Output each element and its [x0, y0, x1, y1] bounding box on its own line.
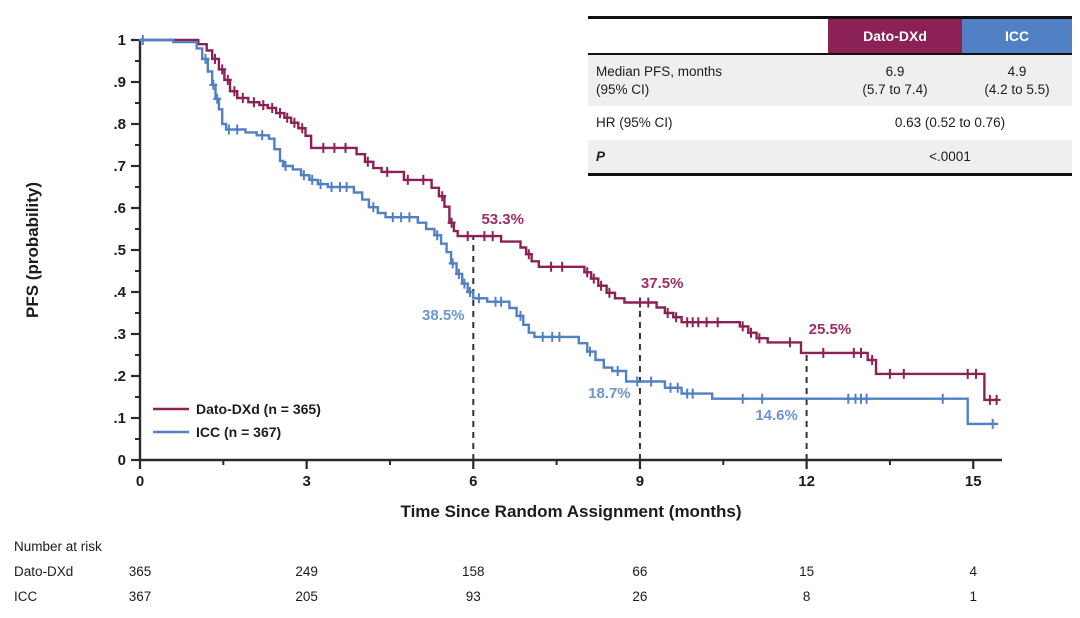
risk-value-icc-9mo: 26 [632, 589, 647, 604]
stats-table-header: Dato-DXd ICC [588, 19, 1072, 55]
risk-value-icc-6mo: 93 [466, 589, 481, 604]
risk-value-icc-3mo: 205 [295, 589, 318, 604]
y-tick-label-0.6: .6 [113, 200, 126, 217]
risk-value-dato-dxd-3mo: 249 [295, 564, 318, 579]
censor-marks-dato-dxd [211, 53, 1001, 405]
x-tick-label-12: 12 [798, 473, 815, 490]
stats-header-empty-cell [588, 19, 828, 53]
km-curve-icc [140, 38, 999, 426]
y-tick-label-0.4: .4 [113, 284, 126, 301]
legend-label-icc: ICC (n = 367) [196, 424, 281, 440]
stats-row-hr: HR (95% CI) 0.63 (0.52 to 0.76) [588, 106, 1072, 140]
risk-value-dato-dxd-0mo: 365 [129, 564, 152, 579]
y-tick-label-0.8: .8 [113, 116, 126, 133]
annotation-dato-dxd-533: 53.3% [481, 211, 524, 228]
risk-row-label-icc: ICC [14, 589, 38, 604]
annotation-icc-385: 38.5% [422, 307, 465, 324]
y-tick-label-0.9: .9 [113, 74, 126, 91]
censor-marks-icc [138, 35, 997, 429]
stats-table: Dato-DXd ICC Median PFS, months (95% CI)… [588, 16, 1072, 177]
number-at-risk-title: Number at risk [14, 539, 102, 554]
x-tick-label-0: 0 [136, 473, 144, 490]
risk-value-icc-12mo: 8 [803, 589, 811, 604]
median-pfs-dato-value: 6.9 (5.7 to 7.4) [862, 64, 928, 97]
x-tick-label-9: 9 [636, 473, 644, 490]
median-pfs-icc-value: 4.9 (4.2 to 5.5) [984, 64, 1050, 97]
y-tick-label-1: 1 [118, 32, 126, 49]
y-tick-label-0.7: .7 [113, 158, 126, 175]
hr-value: 0.63 (0.52 to 0.76) [894, 115, 1006, 131]
p-label: P [596, 148, 606, 164]
y-tick-label-0.2: .2 [113, 368, 126, 385]
median-pfs-label: Median PFS, months (95% CI) [596, 64, 723, 97]
annotation-icc-187: 18.7% [588, 385, 631, 402]
x-axis-title: Time Since Random Assignment (months) [401, 502, 742, 521]
y-tick-label-0.5: .5 [113, 242, 126, 259]
risk-value-dato-dxd-9mo: 66 [632, 564, 647, 579]
risk-value-dato-dxd-6mo: 158 [462, 564, 485, 579]
risk-value-dato-dxd-15mo: 4 [969, 564, 977, 579]
stats-row-median-pfs: Median PFS, months (95% CI) 6.9 (5.7 to … [588, 55, 1072, 107]
annotation-dato-dxd-255: 25.5% [809, 321, 852, 338]
y-axis-title: PFS (probability) [23, 182, 42, 318]
stats-header-icc: ICC [962, 19, 1072, 53]
y-tick-label-0.1: .1 [113, 410, 126, 427]
risk-value-dato-dxd-12mo: 15 [799, 564, 814, 579]
stats-header-dato-dxd: Dato-DXd [828, 19, 962, 53]
risk-value-icc-0mo: 367 [129, 589, 152, 604]
annotation-icc-146: 14.6% [755, 407, 798, 424]
legend-label-dato-dxd: Dato-DXd (n = 365) [196, 401, 321, 417]
risk-value-icc-15mo: 1 [969, 589, 977, 604]
x-tick-label-15: 15 [965, 473, 982, 490]
stats-row-p: P <.0001 [588, 139, 1072, 174]
risk-row-label-dato-dxd: Dato-DXd [14, 564, 73, 579]
x-tick-label-3: 3 [302, 473, 310, 490]
y-tick-label-0.3: .3 [113, 326, 126, 343]
y-tick-label-0: 0 [118, 452, 126, 469]
hr-label: HR (95% CI) [596, 115, 673, 131]
x-tick-label-6: 6 [469, 473, 477, 490]
p-value: <.0001 [929, 148, 971, 164]
annotation-dato-dxd-375: 37.5% [641, 275, 684, 292]
